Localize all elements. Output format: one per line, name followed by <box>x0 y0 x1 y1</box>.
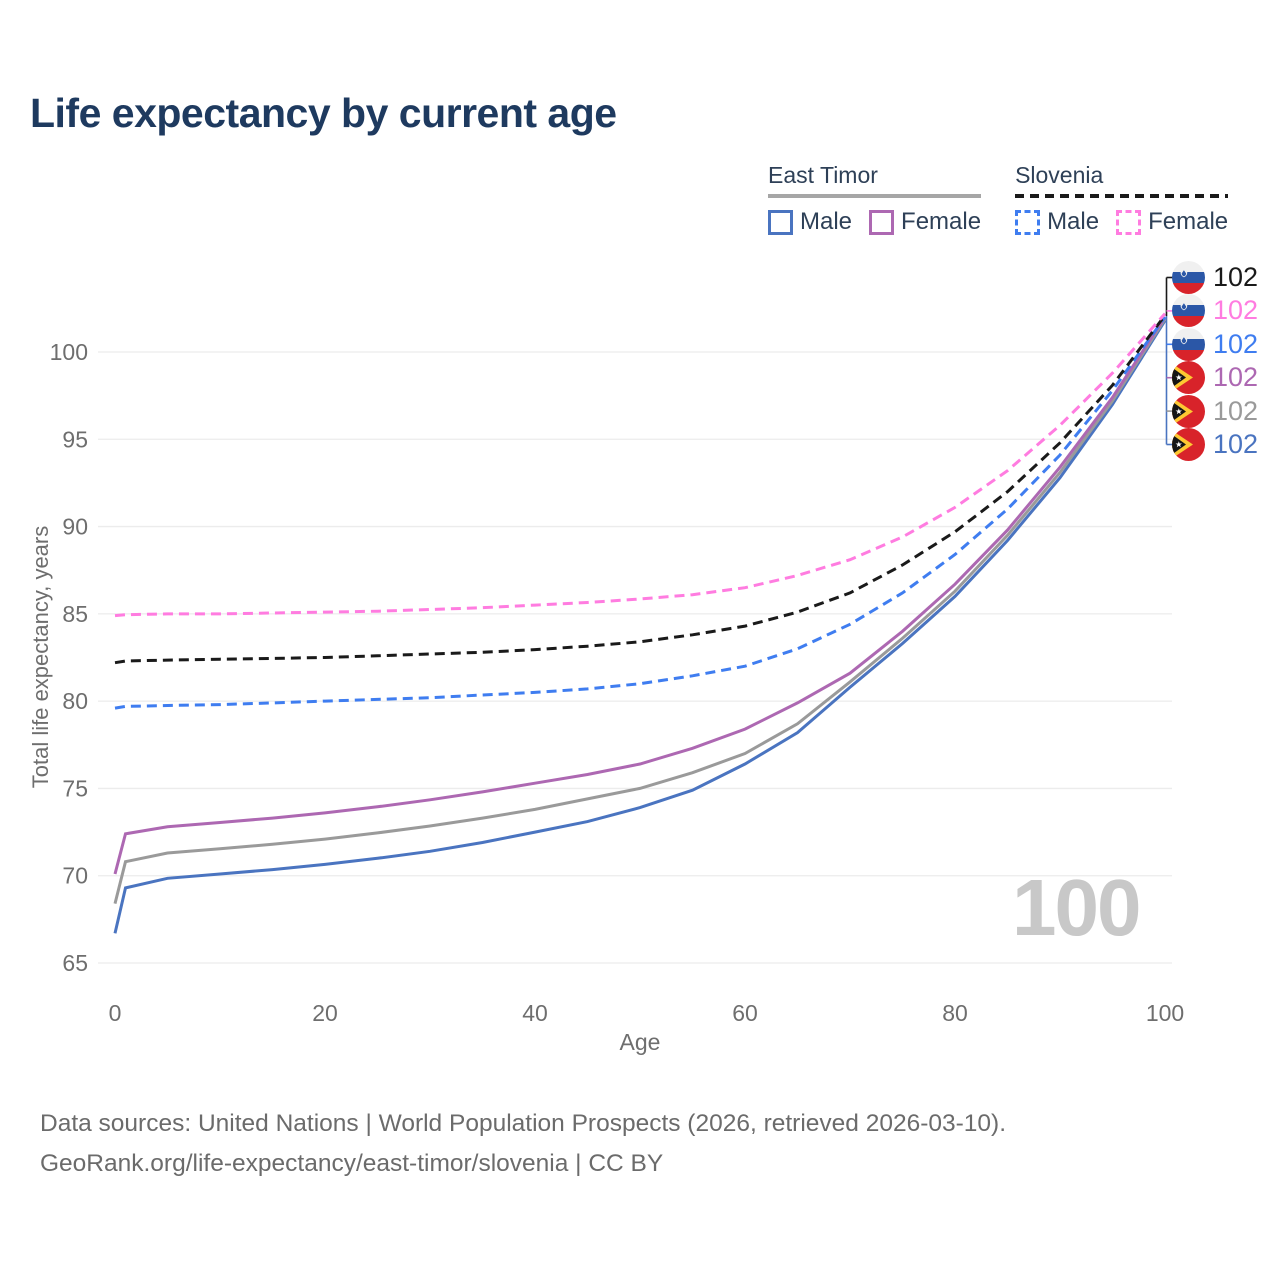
end-label-value: 102 <box>1213 262 1259 292</box>
series-line-slovenia-female <box>114 312 1167 618</box>
legend-swatch <box>768 209 793 235</box>
page-title: Life expectancy by current age <box>30 90 617 136</box>
footer-data-sources: Data sources: United Nations | World Pop… <box>40 1110 1007 1137</box>
legend-item-east-timor-female[interactable]: Female <box>869 208 981 236</box>
legend-group-underline-solid <box>768 194 982 198</box>
legend-item-label: Female <box>901 208 982 235</box>
y-tick-label: 65 <box>62 950 88 976</box>
x-axis-label: Age <box>620 1029 661 1055</box>
x-tick-label: 0 <box>109 1000 122 1026</box>
end-label-row: 102 <box>1172 294 1259 328</box>
series-line-slovenia-both <box>114 314 1167 665</box>
end-label-row: 102 <box>1172 327 1259 361</box>
y-tick-label: 75 <box>62 775 88 801</box>
x-tick-label: 40 <box>522 1000 548 1026</box>
slovenia-flag-icon <box>1172 261 1205 294</box>
east-timor-flag-icon <box>1172 428 1205 461</box>
legend-group-title: East Timor <box>768 162 878 188</box>
legend: East Timor Male Female Slovenia Male Female <box>768 162 1229 236</box>
legend-item-east-timor-male[interactable]: Male <box>768 208 852 236</box>
end-label-value: 102 <box>1213 328 1259 359</box>
y-tick-label: 100 <box>50 339 88 365</box>
footer-attribution-link: GeoRank.org/life-expectancy/east-timor/s… <box>40 1150 664 1177</box>
end-label-row: 102 <box>1172 361 1259 395</box>
y-tick-label: 85 <box>62 601 88 627</box>
slovenia-flag-icon <box>1172 294 1205 328</box>
legend-group-underline-dashed <box>1015 194 1229 198</box>
series-line-east-timor-male <box>113 319 1167 934</box>
series-line-east-timor-female <box>113 316 1167 875</box>
legend-group-east-timor: East Timor Male Female <box>768 162 982 236</box>
footer: Data sources: United Nations | World Pop… <box>40 1104 1006 1184</box>
legend-group-title: Slovenia <box>1015 162 1104 188</box>
slovenia-flag-icon <box>1172 327 1205 361</box>
legend-item-label: Male <box>800 208 853 235</box>
legend-group-slovenia: Slovenia Male Female <box>1015 162 1229 236</box>
legend-item-label: Male <box>1047 208 1100 235</box>
x-tick-label: 20 <box>312 1000 338 1026</box>
y-tick-label: 80 <box>62 688 88 714</box>
series-line-east-timor-both <box>113 317 1167 904</box>
end-label-row: 102 <box>1172 261 1258 294</box>
east-timor-flag-icon <box>1172 361 1205 395</box>
series-line-slovenia-male <box>114 316 1167 710</box>
end-label-value: 102 <box>1213 429 1259 459</box>
end-label-value: 102 <box>1213 395 1259 426</box>
legend-swatch <box>869 209 895 235</box>
end-label-value: 102 <box>1213 362 1259 393</box>
east-timor-flag-icon <box>1172 394 1205 428</box>
legend-item-slovenia-female[interactable]: Female <box>1116 208 1228 236</box>
legend-item-slovenia-male[interactable]: Male <box>1015 208 1099 236</box>
y-tick-label: 95 <box>62 426 88 452</box>
legend-swatch <box>1015 209 1041 235</box>
y-tick-label: 70 <box>62 863 88 889</box>
legend-item-label: Female <box>1148 208 1229 235</box>
x-tick-label: 60 <box>732 1000 758 1026</box>
x-tick-label: 80 <box>942 1000 968 1026</box>
legend-swatch <box>1116 209 1142 235</box>
y-axis-label: Total life expectancy, years <box>28 526 53 789</box>
end-label-row: 102 <box>1172 428 1258 461</box>
end-label-value: 102 <box>1213 295 1259 326</box>
x-tick-label: 100 <box>1146 1000 1184 1026</box>
watermark-age: 100 <box>1012 863 1141 952</box>
y-tick-label: 90 <box>62 514 88 540</box>
end-label-row: 102 <box>1172 394 1259 428</box>
